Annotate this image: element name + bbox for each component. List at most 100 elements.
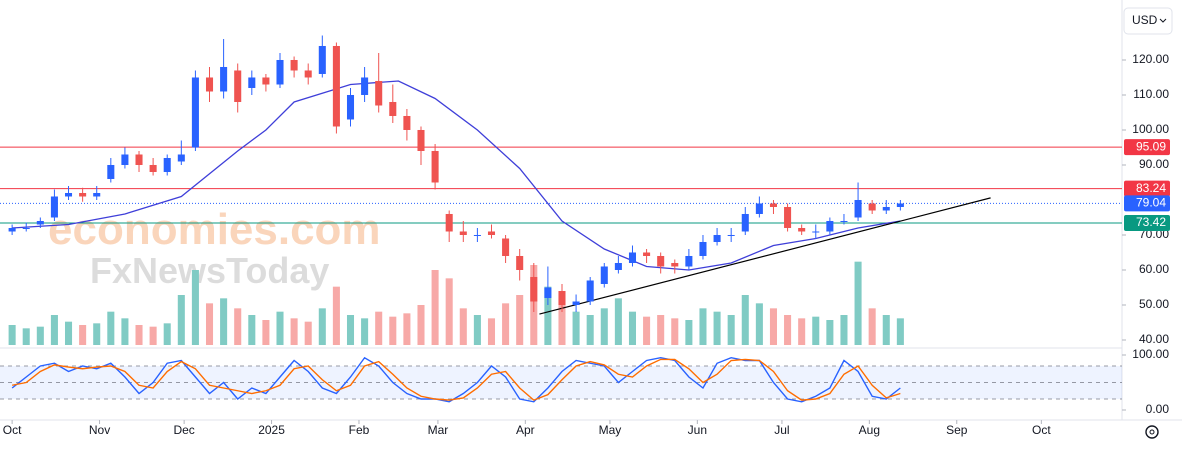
volume-bar [417,305,425,345]
candle-body [64,192,73,197]
candle-body [318,45,326,74]
candle-body [671,262,679,267]
candle-body [346,94,355,120]
gear-center[interactable] [1149,429,1155,435]
volume-bar [868,308,876,345]
candle-body [530,276,538,302]
candle-body [713,234,721,242]
y-tick-label: 50.00 [1139,297,1169,311]
volume-bar [600,308,608,345]
candle-body [177,154,185,162]
candle-body [685,255,693,267]
volume-bar [389,316,397,345]
volume-bar [93,323,101,345]
volume-bar [361,318,369,345]
price-tag [1124,180,1170,197]
candle-body [403,115,411,130]
volume-bar [304,321,312,345]
candle-body [896,203,904,207]
volume-bar [473,315,481,345]
volume-bar [741,295,749,345]
x-tick-label: Mar [428,423,449,437]
candle-body [812,231,820,233]
volume-bar [248,315,256,345]
candle-body [840,220,848,222]
candle-body [572,301,580,305]
y-tick-label: 40.00 [1139,332,1169,346]
chevron [1159,18,1167,23]
trendline [539,197,991,315]
candle-body [473,234,481,236]
candle-body [798,227,806,232]
y-tick-label: 0.00 [1146,402,1170,416]
moving-average [12,80,901,271]
volume-bar [826,320,834,345]
candle-body [417,129,425,151]
volume-bar [149,326,157,345]
volume-bar [121,318,129,345]
watermark: economies.com [48,205,381,254]
settings-icon[interactable] [1145,425,1159,439]
candle-body [600,266,608,284]
volume-bar [36,326,44,345]
gear[interactable] [1145,425,1159,439]
volume-bar [544,286,552,345]
candle-body [135,154,143,165]
candle-body [741,213,749,232]
candle-body [628,252,637,263]
y-tick-label: 120.00 [1132,52,1169,66]
volume-bar [22,328,30,345]
candle-body [826,220,834,232]
candle-body [431,150,439,183]
x-tick-label: Apr [516,423,535,437]
candle-body [868,203,876,211]
volume-bar [516,295,524,345]
volume-bar [290,318,298,345]
currency-button[interactable] [1123,7,1173,35]
volume-bar [445,278,453,345]
candle-body [502,238,510,256]
volume-bar [191,270,199,345]
volume-bar [220,298,228,345]
candle-body [445,213,453,232]
volume-bar [163,323,171,345]
x-tick-label: Dec [173,423,194,437]
price-tag [1124,215,1170,232]
volume-bar [276,311,284,345]
volume-bar [572,311,580,345]
volume-bar [896,318,904,345]
x-tick-label: Feb [349,423,370,437]
volume-bar [403,313,411,345]
candle-body [149,164,157,172]
candle-body [304,70,312,78]
candle-body [459,231,467,235]
candle-body [50,196,58,218]
candle-body [8,227,16,232]
candle-body [220,66,228,92]
candle-body [586,280,594,302]
volume-bar [558,298,566,345]
volume-bar [375,311,383,345]
volume-bar [234,308,242,345]
candle-body [191,77,199,148]
price-tag-label: 95.09 [1136,139,1166,153]
volume-bar [798,318,806,345]
candle-body [163,157,171,172]
volume-bar [614,298,622,345]
x-tick-label: Oct [3,423,22,437]
x-tick-label: Nov [89,423,110,437]
volume-bar [64,321,73,345]
y-tick-label: 100.00 [1132,347,1169,361]
volume-bar [882,315,890,345]
volume-bar [205,303,214,345]
currency-label[interactable]: USD [1132,13,1158,27]
volume-bar [812,316,820,345]
price-tag-label: 83.24 [1136,181,1166,195]
candle-body [558,290,566,305]
volume-bar [586,315,594,345]
volume-bar [332,286,340,345]
volume-bar [502,303,510,345]
candle-body [375,80,383,106]
candle-body [361,77,369,95]
